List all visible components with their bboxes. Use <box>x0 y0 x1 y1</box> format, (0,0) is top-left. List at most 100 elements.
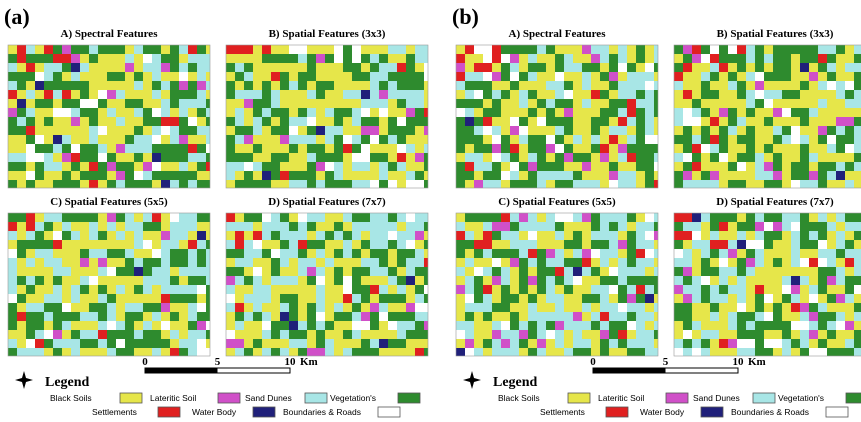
map-cell <box>325 180 334 188</box>
map-cell <box>415 285 424 294</box>
legend-swatch <box>120 393 142 403</box>
map-cell <box>492 45 501 54</box>
map-cell <box>71 312 80 321</box>
map-cell <box>609 339 618 348</box>
figure: (a)A) Spectral FeaturesB) Spatial Featur… <box>0 0 861 422</box>
map-cell <box>692 303 701 312</box>
map-cell <box>262 171 271 180</box>
map-cell <box>854 330 861 339</box>
map-cell <box>235 117 244 126</box>
map-cell <box>62 276 71 285</box>
map-cell <box>289 258 298 267</box>
map-cell <box>406 108 415 117</box>
map-cell <box>773 63 782 72</box>
map-cell <box>188 303 197 312</box>
map-cell <box>492 144 501 153</box>
map-cell <box>271 108 280 117</box>
map-cell <box>388 285 397 294</box>
map-cell <box>674 117 683 126</box>
map-cell <box>244 72 253 81</box>
map-cell <box>125 249 134 258</box>
map-cell <box>244 294 253 303</box>
map-cell <box>226 222 235 231</box>
map-cell <box>728 117 737 126</box>
map-cell <box>782 231 791 240</box>
map-cell <box>701 81 710 90</box>
map-cell <box>555 108 564 117</box>
map-cell <box>206 330 210 339</box>
map-cell <box>415 330 424 339</box>
map-title: A) Spectral Features <box>61 28 159 40</box>
map-cell <box>226 285 235 294</box>
map-cell <box>388 258 397 267</box>
map-cell <box>397 303 406 312</box>
scale-unit: Km <box>748 356 766 368</box>
map-cell <box>818 63 827 72</box>
map-cell <box>143 213 152 222</box>
map-cell <box>197 90 206 99</box>
map-cell <box>654 348 658 356</box>
map-cell <box>600 144 609 153</box>
map-cell <box>125 117 134 126</box>
map-cell <box>116 144 125 153</box>
map-cell <box>827 339 836 348</box>
map-cell <box>235 249 244 258</box>
map-cell <box>253 294 262 303</box>
map-cell <box>244 108 253 117</box>
map-cell <box>845 54 854 63</box>
map-cell <box>528 126 537 135</box>
map-cell <box>280 249 289 258</box>
map-cell <box>692 81 701 90</box>
map-cell <box>546 213 555 222</box>
map-cell <box>161 90 170 99</box>
map-cell <box>519 249 528 258</box>
map-cell <box>406 240 415 249</box>
map <box>226 45 428 188</box>
map-cell <box>262 276 271 285</box>
map-cell <box>510 90 519 99</box>
map-cell <box>80 231 89 240</box>
map-cell <box>161 330 170 339</box>
map-cell <box>415 90 424 99</box>
map-cell <box>510 267 519 276</box>
map-cell <box>244 339 253 348</box>
map-cell <box>654 45 658 54</box>
map-cell <box>116 54 125 63</box>
map-cell <box>17 321 26 330</box>
map-cell <box>710 72 719 81</box>
map-cell <box>746 231 755 240</box>
map-cell <box>244 54 253 63</box>
map-cell <box>710 171 719 180</box>
map-cell <box>701 162 710 171</box>
map-cell <box>179 45 188 54</box>
map-cell <box>161 81 170 90</box>
map-cell <box>456 222 465 231</box>
map-cell <box>827 63 836 72</box>
map-cell <box>555 45 564 54</box>
map-cell <box>44 285 53 294</box>
map-cell <box>746 63 755 72</box>
map-cell <box>235 348 244 356</box>
map-cell <box>564 285 573 294</box>
map-cell <box>674 81 683 90</box>
map-cell <box>591 117 600 126</box>
map-cell <box>152 72 161 81</box>
map-cell <box>537 258 546 267</box>
map-cell <box>71 117 80 126</box>
map-cell <box>17 303 26 312</box>
map-cell <box>298 231 307 240</box>
map-cell <box>555 117 564 126</box>
map-cell <box>728 81 737 90</box>
map-cell <box>800 213 809 222</box>
map-cell <box>546 222 555 231</box>
map-cell <box>143 72 152 81</box>
map-cell <box>591 135 600 144</box>
map-cell <box>307 294 316 303</box>
map-cell <box>636 294 645 303</box>
map-cell <box>188 72 197 81</box>
map-cell <box>17 144 26 153</box>
map-cell <box>280 162 289 171</box>
map-cell <box>701 126 710 135</box>
map-cell <box>492 171 501 180</box>
map-cell <box>226 108 235 117</box>
